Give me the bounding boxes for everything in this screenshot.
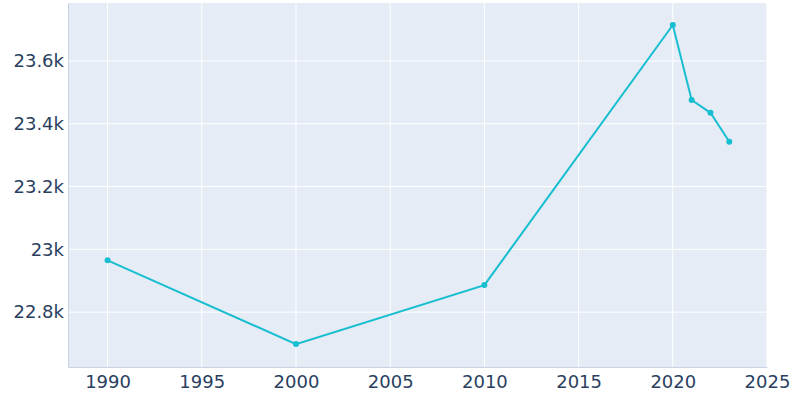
marker xyxy=(293,341,299,347)
y-grid-line xyxy=(68,186,767,187)
x-tick: 1995 xyxy=(179,367,225,392)
x-tick-label: 2025 xyxy=(745,371,791,392)
y-grid-line xyxy=(68,249,767,250)
y-grid-line xyxy=(68,312,767,313)
y-tick-label: 23k xyxy=(31,239,65,260)
x-tick-label: 2010 xyxy=(462,371,508,392)
x-axis: 1990 1995 2000 2005 2010 2015 2020 2025 xyxy=(69,367,791,392)
marker xyxy=(670,22,676,28)
x-tick: 2025 xyxy=(745,367,791,392)
x-tick-label: 2005 xyxy=(368,371,414,392)
y-grid-line xyxy=(68,123,767,124)
x-tick-label: 1990 xyxy=(85,371,131,392)
y-tick: 23.2k xyxy=(13,176,68,197)
plot: 1990 1995 2000 2005 2010 2015 2020 2025 22.8k 23k… xyxy=(13,3,790,392)
marker xyxy=(707,110,713,116)
x-tick-label: 2020 xyxy=(650,371,696,392)
y-tick-label: 23.4k xyxy=(13,113,64,134)
x-tick: 2005 xyxy=(368,367,414,392)
x-tick-label: 2015 xyxy=(556,371,602,392)
grid xyxy=(68,3,767,367)
x-tick-label: 1995 xyxy=(179,371,225,392)
y-tick: 22.8k xyxy=(13,301,68,322)
x-tick: 2010 xyxy=(462,367,508,392)
chart: 1990 1995 2000 2005 2010 2015 2020 2025 22.8k 23k… xyxy=(0,0,800,400)
x-tick: 1990 xyxy=(85,367,131,392)
x-tick: 2020 xyxy=(650,367,696,392)
marker xyxy=(726,139,732,145)
line xyxy=(108,25,730,344)
plot-background xyxy=(68,3,767,367)
y-tick: 23k xyxy=(31,239,68,260)
marker xyxy=(481,282,487,288)
y-tick: 23.6k xyxy=(13,50,68,71)
y-axis-line xyxy=(68,4,69,368)
marker xyxy=(105,257,111,263)
y-tick-label: 22.8k xyxy=(13,301,64,322)
x-tick-label: 2000 xyxy=(274,371,320,392)
y-tick-label: 23.6k xyxy=(13,50,64,71)
x-tick: 2000 xyxy=(274,367,320,392)
y-axis: 22.8k 23k 23.2k 23.4k 23.6k xyxy=(13,4,68,368)
x-tick: 2015 xyxy=(556,367,602,392)
y-grid-line xyxy=(68,61,767,62)
x-axis-line xyxy=(69,367,768,368)
data xyxy=(105,22,733,347)
y-tick: 23.4k xyxy=(13,113,68,134)
y-tick-label: 23.2k xyxy=(13,176,64,197)
marker xyxy=(689,97,695,103)
